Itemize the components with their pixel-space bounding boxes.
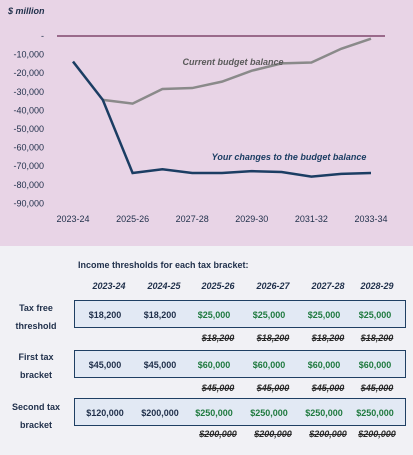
- previous-value: $200,000: [254, 429, 292, 439]
- row-label-line: bracket: [19, 420, 53, 430]
- value-cell: $45,000: [143, 360, 177, 370]
- y-tick-label: -10,000: [13, 50, 44, 60]
- y-tick-label: -70,000: [13, 161, 44, 171]
- value-cell: $250,000: [250, 408, 288, 418]
- value-cell: $18,200: [143, 310, 177, 320]
- value-cell: $250,000: [195, 408, 233, 418]
- year-header: 2025-26: [201, 281, 235, 291]
- thresholds-title: Income thresholds for each tax bracket:: [78, 260, 249, 270]
- value-cell: $250,000: [356, 408, 394, 418]
- y-tick-label: -30,000: [13, 87, 44, 97]
- x-tick-label: 2023-24: [56, 214, 89, 224]
- value-cell: $60,000: [358, 360, 392, 370]
- y-tick-label: -90,000: [13, 198, 44, 208]
- year-header: 2027-28: [311, 281, 345, 291]
- x-tick-label: 2033-34: [354, 214, 387, 224]
- value-cell: $60,000: [197, 360, 231, 370]
- previous-value: $18,200: [311, 333, 345, 343]
- previous-value: $45,000: [256, 383, 290, 393]
- value-cell: $25,000: [358, 310, 392, 320]
- previous-value: $200,000: [199, 429, 237, 439]
- row-label-first-bracket: First tax bracket: [0, 348, 72, 384]
- previous-value: $45,000: [360, 383, 394, 393]
- previous-value: $45,000: [201, 383, 235, 393]
- x-tick-label: 2027-28: [176, 214, 209, 224]
- tax-free-row: $18,200 $18,200 $25,000 $25,000 $25,000 …: [74, 300, 406, 328]
- row-label-line: Second tax: [11, 402, 60, 412]
- y-tick-label: -50,000: [13, 124, 44, 134]
- year-header: 2024-25: [147, 281, 181, 291]
- previous-value: $18,200: [201, 333, 235, 343]
- budget-balance-chart: $ million - -10,000 -20,000 -30,000 -40,000 -…: [0, 0, 413, 246]
- value-cell: $250,000: [305, 408, 343, 418]
- previous-value: $18,200: [256, 333, 290, 343]
- row-label-line: Tax free: [19, 303, 53, 313]
- y-tick-label: -: [41, 31, 44, 41]
- y-tick-label: -40,000: [13, 105, 44, 115]
- chart-svg: $ million - -10,000 -20,000 -30,000 -40,000 -…: [7, 6, 388, 224]
- x-tick-label: 2029-30: [235, 214, 268, 224]
- row-label-second-bracket: Second tax bracket: [0, 398, 72, 434]
- first-bracket-row: $45,000 $45,000 $60,000 $60,000 $60,000 …: [74, 350, 406, 378]
- current-series-label: Current budget balance: [182, 57, 283, 67]
- series-line-current-budget-balance: [102, 37, 372, 105]
- second-bracket-row: $120,000 $200,000 $250,000 $250,000 $250…: [74, 398, 406, 426]
- y-tick-label: -80,000: [13, 180, 44, 190]
- previous-value: $18,200: [360, 333, 394, 343]
- year-header: 2026-27: [256, 281, 290, 291]
- row-label-line: bracket: [19, 370, 53, 380]
- changes-series-label: Your changes to the budget balance: [212, 152, 367, 162]
- previous-value: $45,000: [311, 383, 345, 393]
- row-label-tax-free: Tax free threshold: [0, 299, 72, 335]
- previous-value: $200,000: [358, 429, 396, 439]
- value-cell: $200,000: [141, 408, 179, 418]
- value-cell: $18,200: [88, 310, 122, 320]
- year-header: 2028-29: [360, 281, 394, 291]
- row-label-line: First tax: [18, 352, 54, 362]
- previous-value: $200,000: [309, 429, 347, 439]
- y-unit-label: $ million: [7, 6, 45, 16]
- value-cell: $60,000: [307, 360, 341, 370]
- value-cell: $120,000: [86, 408, 124, 418]
- value-cell: $45,000: [88, 360, 122, 370]
- tax-thresholds-table: Income thresholds for each tax bracket: …: [0, 246, 413, 455]
- y-tick-label: -60,000: [13, 143, 44, 153]
- x-tick-label: 2031-32: [295, 214, 328, 224]
- value-cell: $25,000: [252, 310, 286, 320]
- series-line-your-changes: [72, 60, 372, 178]
- year-header: 2023-24: [92, 281, 126, 291]
- value-cell: $25,000: [307, 310, 341, 320]
- value-cell: $25,000: [197, 310, 231, 320]
- y-tick-label: -20,000: [13, 68, 44, 78]
- value-cell: $60,000: [252, 360, 286, 370]
- x-tick-label: 2025-26: [116, 214, 149, 224]
- row-label-line: threshold: [15, 321, 57, 331]
